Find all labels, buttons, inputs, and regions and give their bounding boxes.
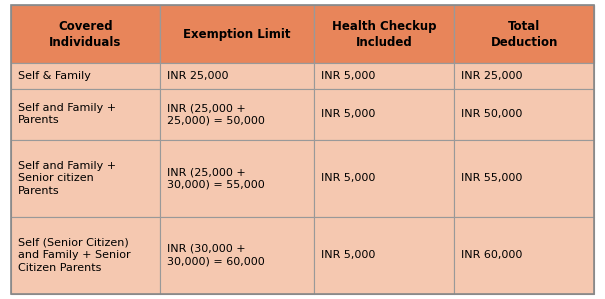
Bar — [160, 63, 314, 89]
Bar — [160, 89, 314, 140]
Text: INR 55,000: INR 55,000 — [461, 173, 523, 183]
Text: INR (25,000 +
25,000) = 50,000: INR (25,000 + 25,000) = 50,000 — [166, 103, 264, 126]
Text: Self and Family +
Senior citizen
Parents: Self and Family + Senior citizen Parents — [18, 161, 116, 196]
Text: Health Checkup
Included: Health Checkup Included — [332, 20, 436, 49]
Text: INR 5,000: INR 5,000 — [321, 250, 376, 260]
Text: INR 60,000: INR 60,000 — [461, 250, 523, 260]
Text: Self (Senior Citizen)
and Family + Senior
Citizen Parents: Self (Senior Citizen) and Family + Senio… — [18, 238, 131, 273]
Text: INR (30,000 +
30,000) = 60,000: INR (30,000 + 30,000) = 60,000 — [166, 244, 264, 266]
Bar — [454, 63, 594, 89]
Text: INR 50,000: INR 50,000 — [461, 109, 523, 119]
Bar — [160, 5, 314, 63]
Text: Exemption Limit: Exemption Limit — [183, 28, 290, 41]
Text: INR (25,000 +
30,000) = 55,000: INR (25,000 + 30,000) = 55,000 — [166, 167, 264, 190]
Bar — [11, 5, 160, 63]
Text: Self & Family: Self & Family — [18, 71, 91, 81]
Bar — [11, 89, 160, 140]
Bar — [314, 5, 454, 63]
Bar — [314, 63, 454, 89]
Text: Total
Deduction: Total Deduction — [491, 20, 558, 49]
Text: INR 5,000: INR 5,000 — [321, 173, 376, 183]
Bar — [314, 217, 454, 294]
Bar — [314, 89, 454, 140]
Bar — [314, 140, 454, 217]
Text: INR 5,000: INR 5,000 — [321, 71, 376, 81]
Text: INR 5,000: INR 5,000 — [321, 109, 376, 119]
Bar — [454, 140, 594, 217]
Bar — [454, 217, 594, 294]
Bar — [160, 217, 314, 294]
Bar — [454, 5, 594, 63]
Bar — [11, 140, 160, 217]
Bar — [11, 217, 160, 294]
Text: INR 25,000: INR 25,000 — [166, 71, 228, 81]
Text: Self and Family +
Parents: Self and Family + Parents — [18, 103, 116, 126]
Text: INR 25,000: INR 25,000 — [461, 71, 523, 81]
Bar — [454, 89, 594, 140]
Bar — [160, 140, 314, 217]
Bar — [11, 63, 160, 89]
Text: Covered
Individuals: Covered Individuals — [49, 20, 122, 49]
